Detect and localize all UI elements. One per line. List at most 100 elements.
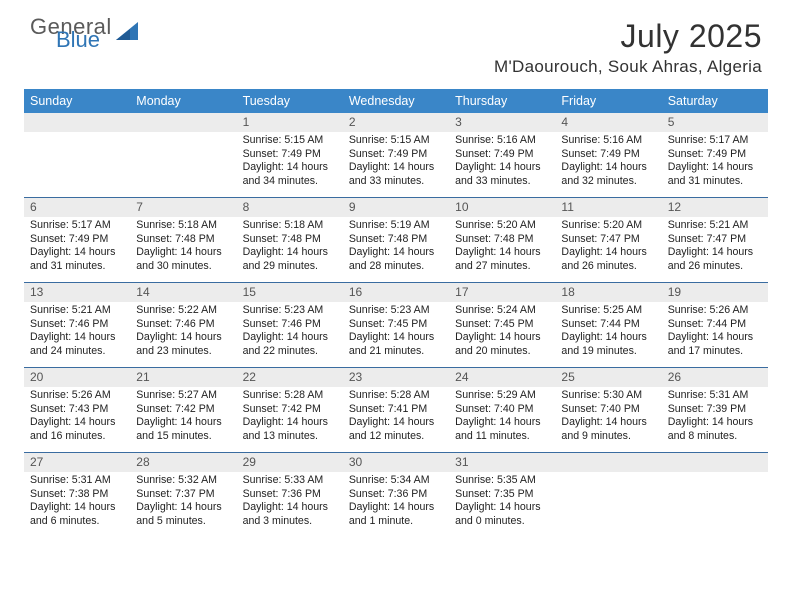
day-content: Sunrise: 5:31 AMSunset: 7:38 PMDaylight:…: [24, 472, 130, 532]
daylight-text: Daylight: 14 hours and 9 minutes.: [561, 416, 655, 443]
day-content: Sunrise: 5:20 AMSunset: 7:47 PMDaylight:…: [555, 217, 661, 277]
weekday-label: Wednesday: [343, 89, 449, 113]
sunset-text: Sunset: 7:49 PM: [30, 233, 124, 247]
day-content: Sunrise: 5:30 AMSunset: 7:40 PMDaylight:…: [555, 387, 661, 447]
daylight-text: Daylight: 14 hours and 33 minutes.: [455, 161, 549, 188]
day-cell: 5Sunrise: 5:17 AMSunset: 7:49 PMDaylight…: [662, 113, 768, 197]
daylight-text: Daylight: 14 hours and 15 minutes.: [136, 416, 230, 443]
weekday-label: Friday: [555, 89, 661, 113]
day-cell: [662, 453, 768, 537]
day-content: [130, 132, 236, 138]
daylight-text: Daylight: 14 hours and 0 minutes.: [455, 501, 549, 528]
day-content: Sunrise: 5:28 AMSunset: 7:42 PMDaylight:…: [237, 387, 343, 447]
day-number: 2: [343, 113, 449, 132]
day-content: [555, 472, 661, 478]
calendar-week: 20Sunrise: 5:26 AMSunset: 7:43 PMDayligh…: [24, 368, 768, 453]
day-cell: 31Sunrise: 5:35 AMSunset: 7:35 PMDayligh…: [449, 453, 555, 537]
day-number: 1: [237, 113, 343, 132]
day-cell: 24Sunrise: 5:29 AMSunset: 7:40 PMDayligh…: [449, 368, 555, 452]
daylight-text: Daylight: 14 hours and 8 minutes.: [668, 416, 762, 443]
weekday-header: Sunday Monday Tuesday Wednesday Thursday…: [24, 89, 768, 113]
day-number: 16: [343, 283, 449, 302]
daylight-text: Daylight: 14 hours and 13 minutes.: [243, 416, 337, 443]
sunrise-text: Sunrise: 5:17 AM: [668, 134, 762, 148]
sunrise-text: Sunrise: 5:18 AM: [136, 219, 230, 233]
sunset-text: Sunset: 7:40 PM: [561, 403, 655, 417]
daylight-text: Daylight: 14 hours and 32 minutes.: [561, 161, 655, 188]
sunset-text: Sunset: 7:49 PM: [349, 148, 443, 162]
daylight-text: Daylight: 14 hours and 22 minutes.: [243, 331, 337, 358]
sunset-text: Sunset: 7:40 PM: [455, 403, 549, 417]
sunset-text: Sunset: 7:38 PM: [30, 488, 124, 502]
day-cell: 18Sunrise: 5:25 AMSunset: 7:44 PMDayligh…: [555, 283, 661, 367]
day-cell: 29Sunrise: 5:33 AMSunset: 7:36 PMDayligh…: [237, 453, 343, 537]
day-cell: 30Sunrise: 5:34 AMSunset: 7:36 PMDayligh…: [343, 453, 449, 537]
sunrise-text: Sunrise: 5:21 AM: [30, 304, 124, 318]
sunset-text: Sunset: 7:47 PM: [668, 233, 762, 247]
day-content: Sunrise: 5:17 AMSunset: 7:49 PMDaylight:…: [24, 217, 130, 277]
day-cell: [555, 453, 661, 537]
daylight-text: Daylight: 14 hours and 33 minutes.: [349, 161, 443, 188]
sunset-text: Sunset: 7:45 PM: [455, 318, 549, 332]
sunrise-text: Sunrise: 5:24 AM: [455, 304, 549, 318]
sunset-text: Sunset: 7:46 PM: [243, 318, 337, 332]
weekday-label: Tuesday: [237, 89, 343, 113]
daylight-text: Daylight: 14 hours and 31 minutes.: [668, 161, 762, 188]
sunset-text: Sunset: 7:48 PM: [136, 233, 230, 247]
day-content: Sunrise: 5:20 AMSunset: 7:48 PMDaylight:…: [449, 217, 555, 277]
daylight-text: Daylight: 14 hours and 1 minute.: [349, 501, 443, 528]
day-number: 14: [130, 283, 236, 302]
sunset-text: Sunset: 7:46 PM: [30, 318, 124, 332]
day-content: Sunrise: 5:18 AMSunset: 7:48 PMDaylight:…: [237, 217, 343, 277]
sunrise-text: Sunrise: 5:15 AM: [349, 134, 443, 148]
sunset-text: Sunset: 7:46 PM: [136, 318, 230, 332]
sunrise-text: Sunrise: 5:22 AM: [136, 304, 230, 318]
sunrise-text: Sunrise: 5:31 AM: [668, 389, 762, 403]
sunset-text: Sunset: 7:43 PM: [30, 403, 124, 417]
calendar-weeks: 1Sunrise: 5:15 AMSunset: 7:49 PMDaylight…: [24, 113, 768, 537]
sunrise-text: Sunrise: 5:18 AM: [243, 219, 337, 233]
weekday-label: Sunday: [24, 89, 130, 113]
day-number: 3: [449, 113, 555, 132]
daylight-text: Daylight: 14 hours and 26 minutes.: [561, 246, 655, 273]
sunset-text: Sunset: 7:36 PM: [349, 488, 443, 502]
daylight-text: Daylight: 14 hours and 6 minutes.: [30, 501, 124, 528]
daylight-text: Daylight: 14 hours and 24 minutes.: [30, 331, 124, 358]
daylight-text: Daylight: 14 hours and 31 minutes.: [30, 246, 124, 273]
day-cell: 4Sunrise: 5:16 AMSunset: 7:49 PMDaylight…: [555, 113, 661, 197]
sunrise-text: Sunrise: 5:35 AM: [455, 474, 549, 488]
sunrise-text: Sunrise: 5:20 AM: [561, 219, 655, 233]
sunrise-text: Sunrise: 5:29 AM: [455, 389, 549, 403]
sunset-text: Sunset: 7:44 PM: [668, 318, 762, 332]
sunset-text: Sunset: 7:44 PM: [561, 318, 655, 332]
month-title: July 2025: [494, 18, 762, 55]
day-content: Sunrise: 5:18 AMSunset: 7:48 PMDaylight:…: [130, 217, 236, 277]
day-content: Sunrise: 5:31 AMSunset: 7:39 PMDaylight:…: [662, 387, 768, 447]
weekday-label: Monday: [130, 89, 236, 113]
daylight-text: Daylight: 14 hours and 28 minutes.: [349, 246, 443, 273]
day-content: Sunrise: 5:33 AMSunset: 7:36 PMDaylight:…: [237, 472, 343, 532]
day-cell: 25Sunrise: 5:30 AMSunset: 7:40 PMDayligh…: [555, 368, 661, 452]
daylight-text: Daylight: 14 hours and 29 minutes.: [243, 246, 337, 273]
daylight-text: Daylight: 14 hours and 19 minutes.: [561, 331, 655, 358]
day-cell: 3Sunrise: 5:16 AMSunset: 7:49 PMDaylight…: [449, 113, 555, 197]
day-cell: 2 Sunrise: 5:15 AMSunset: 7:49 PMDaylight…: [343, 113, 449, 197]
brand-triangle-icon: [116, 22, 138, 45]
day-number: 9: [343, 198, 449, 217]
sunset-text: Sunset: 7:41 PM: [349, 403, 443, 417]
sunrise-text: Sunrise: 5:26 AM: [30, 389, 124, 403]
day-content: Sunrise: 5:21 AMSunset: 7:46 PMDaylight:…: [24, 302, 130, 362]
daylight-text: Daylight: 14 hours and 23 minutes.: [136, 331, 230, 358]
weekday-label: Saturday: [662, 89, 768, 113]
day-number: 21: [130, 368, 236, 387]
day-content: Sunrise: 5:28 AMSunset: 7:41 PMDaylight:…: [343, 387, 449, 447]
daylight-text: Daylight: 14 hours and 17 minutes.: [668, 331, 762, 358]
day-number: 29: [237, 453, 343, 472]
day-content: [24, 132, 130, 138]
day-content: Sunrise: 5:35 AMSunset: 7:35 PMDaylight:…: [449, 472, 555, 532]
day-content: Sunrise: 5:27 AMSunset: 7:42 PMDaylight:…: [130, 387, 236, 447]
day-number: 15: [237, 283, 343, 302]
day-cell: 19Sunrise: 5:26 AMSunset: 7:44 PMDayligh…: [662, 283, 768, 367]
day-number: 13: [24, 283, 130, 302]
sunrise-text: Sunrise: 5:27 AM: [136, 389, 230, 403]
